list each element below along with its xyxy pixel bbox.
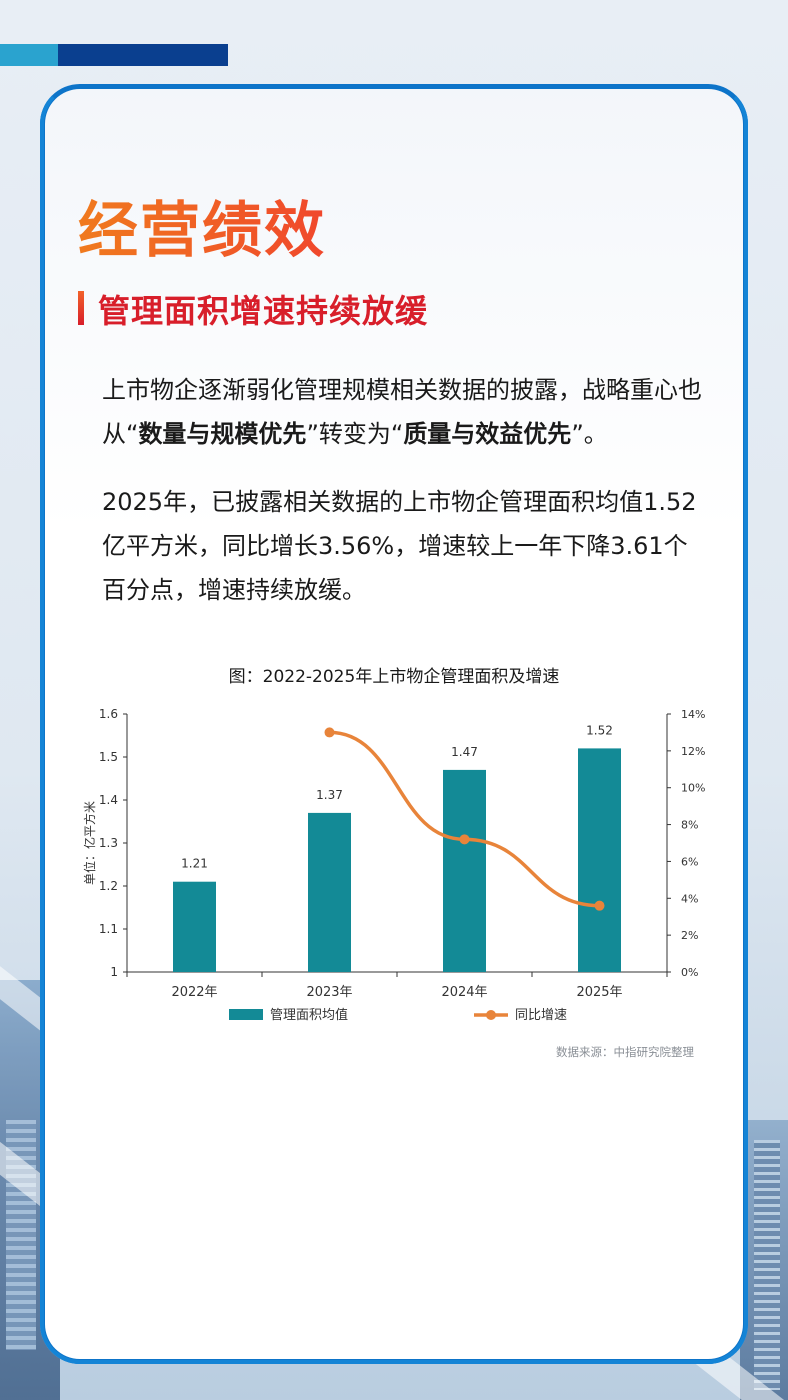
bar-data-label: 1.21 bbox=[181, 857, 208, 871]
background-city-right bbox=[740, 1120, 788, 1400]
y2-tick-label: 0% bbox=[681, 966, 698, 979]
y-tick-label: 1.6 bbox=[99, 707, 118, 721]
y2-tick-label: 14% bbox=[681, 708, 705, 721]
x-tick-label: 2025年 bbox=[576, 985, 622, 1000]
content-card bbox=[40, 84, 748, 1364]
y-tick-label: 1.3 bbox=[99, 836, 118, 850]
paragraph-strategy: 上市物企逐渐弱化管理规模相关数据的披露，战略重心也从“数量与规模优先”转变为“质… bbox=[102, 376, 702, 448]
x-tick-label: 2022年 bbox=[171, 985, 217, 1000]
y2-tick-label: 4% bbox=[681, 892, 698, 905]
legend-swatch-bar bbox=[229, 1009, 263, 1020]
bar bbox=[578, 748, 621, 972]
section-title: 经营绩效 bbox=[78, 182, 326, 269]
y2-tick-label: 8% bbox=[681, 819, 698, 832]
decor-bar-dark bbox=[58, 44, 228, 66]
subtitle: 管理面积增速持续放缓 bbox=[98, 292, 429, 330]
bar-data-label: 1.37 bbox=[316, 788, 343, 802]
legend-swatch-point bbox=[486, 1010, 496, 1020]
y2-tick-label: 6% bbox=[681, 855, 698, 868]
y-tick-label: 1.4 bbox=[99, 793, 118, 807]
decor-bar-light bbox=[0, 44, 58, 66]
bar bbox=[173, 881, 216, 972]
legend-label-line: 同比增速 bbox=[515, 1008, 567, 1023]
line-point bbox=[594, 900, 605, 911]
y2-tick-label: 2% bbox=[681, 929, 698, 942]
paragraph-area-stats: 2025年，已披露相关数据的上市物企管理面积均值1.52亿平方米，同比增长3.5… bbox=[102, 488, 697, 604]
subtitle-accent-bar bbox=[78, 291, 84, 325]
bar-data-label: 1.47 bbox=[451, 745, 478, 759]
bar bbox=[308, 812, 351, 972]
chart-title: 图：2022-2025年上市物企管理面积及增速 bbox=[228, 667, 560, 687]
y-tick-label: 1.1 bbox=[99, 922, 118, 936]
y-tick-label: 1.2 bbox=[99, 879, 118, 893]
y-tick-label: 1 bbox=[110, 965, 118, 979]
legend-label-bar: 管理面积均值 bbox=[270, 1007, 348, 1023]
bold-phrase: 数量与规模优先 bbox=[138, 420, 307, 448]
y2-tick-label: 10% bbox=[681, 782, 705, 795]
line-point bbox=[324, 727, 335, 738]
bar bbox=[443, 769, 486, 972]
y-tick-label: 1.5 bbox=[99, 750, 118, 764]
line-point bbox=[459, 834, 470, 845]
bold-phrase: 质量与效益优先 bbox=[403, 420, 572, 448]
bar-data-label: 1.52 bbox=[586, 723, 613, 737]
y2-tick-label: 12% bbox=[681, 745, 705, 758]
x-tick-label: 2024年 bbox=[441, 985, 487, 1000]
x-tick-label: 2023年 bbox=[306, 985, 352, 1000]
y-axis-title: 单位：亿平方米 bbox=[82, 801, 97, 885]
source-note: 数据来源：中指研究院整理 bbox=[556, 1045, 694, 1059]
